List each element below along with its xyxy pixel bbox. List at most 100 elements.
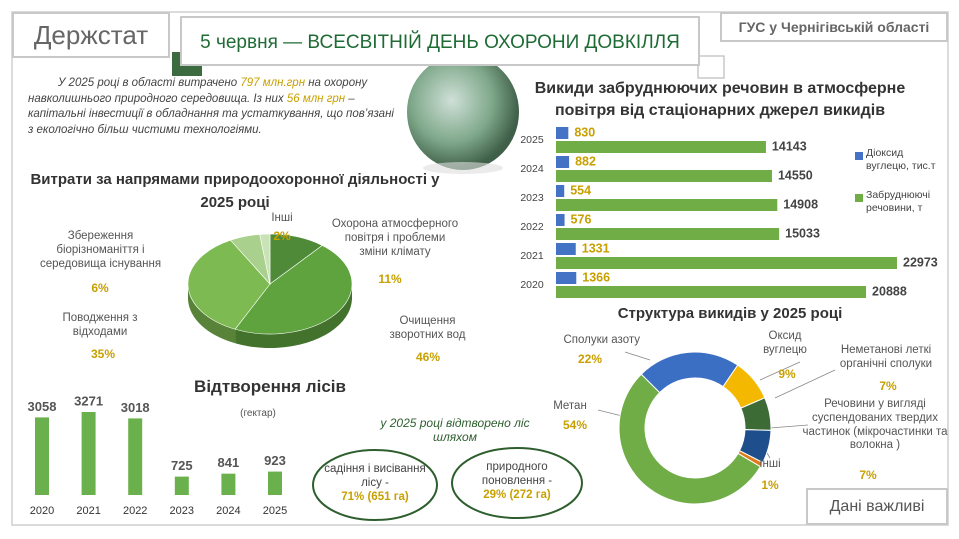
pie-slice (234, 245, 353, 335)
bar (556, 170, 772, 182)
data-label: 15033 (785, 226, 820, 240)
bar (556, 127, 569, 139)
donut-segment (618, 373, 762, 505)
bar (81, 412, 96, 495)
pie-slice (259, 233, 271, 285)
frame (11, 11, 949, 526)
y-tick-label: 2021 (520, 250, 544, 262)
segment-label: Сполуки азоту (563, 334, 641, 346)
chart-title: Структура викидів у 2025 році (617, 305, 843, 322)
data-label: 22973 (903, 255, 938, 269)
x-tick-label: 2023 (170, 505, 194, 517)
method-label: природного поновлення - (481, 461, 553, 487)
legend-label: Діоксид вуглецю, тис.т (866, 147, 936, 172)
slice-label: Очищення зворотних вод (389, 315, 466, 341)
method-ellipse (451, 447, 583, 519)
segment-value: 7% (859, 468, 877, 482)
data-label: 14908 (783, 197, 818, 211)
bar (35, 417, 49, 495)
slice-label: Збереження біорізноманіття і середовища … (39, 230, 162, 270)
method-value: 71% (651 га) (341, 490, 409, 503)
legend-swatch (855, 194, 863, 202)
method-text: природного поновлення -29% (272 га) (462, 461, 572, 502)
bar (556, 156, 570, 168)
slice-value: 11% (378, 272, 402, 286)
x-tick-label: 2021 (76, 505, 100, 517)
footer-box (806, 488, 948, 525)
chart-title: Відтворення лісів (194, 377, 346, 396)
legend-swatch (855, 152, 863, 160)
footer: Дані важливі (829, 498, 925, 515)
slice-label: Інші (271, 212, 293, 224)
segment-value: 7% (879, 379, 897, 393)
bar (556, 228, 780, 240)
bar (556, 199, 778, 211)
data-label: 1366 (582, 270, 610, 284)
bar (556, 141, 766, 153)
intro-part: – капітальні інвестиції в обладнання та … (28, 92, 394, 136)
method-text: садіння і висівання лісу -71% (651 га) (320, 463, 430, 504)
chart-title: Викиди забруднюючих речовин в атмосферне… (534, 80, 906, 119)
globe-shadow (423, 162, 503, 174)
data-label: 882 (575, 154, 596, 168)
forest-note: у 2025 році відтворено ліс шляхом (380, 416, 530, 445)
intro-highlight: 56 млн грн (286, 92, 346, 105)
method-ellipse (312, 449, 438, 521)
method-label: садіння і висівання лісу - (324, 463, 426, 489)
data-label: 20888 (872, 284, 907, 298)
segment-value: 54% (562, 418, 588, 432)
slice-label: Поводження з відходами (62, 312, 138, 338)
pie-slice (187, 239, 271, 330)
data-label: 554 (570, 183, 591, 197)
bar (556, 272, 577, 284)
accent-square (697, 55, 725, 79)
data-label: 1331 (582, 241, 610, 255)
globe-image (407, 54, 519, 170)
slice-value: 6% (91, 281, 109, 295)
bar (128, 418, 143, 495)
data-label: 830 (574, 125, 595, 139)
segment-value: 1% (761, 478, 779, 492)
segment-label: Неметанові леткі органічні сполуки (839, 344, 933, 370)
slice-label: Охорона атмосферного повітря і проблеми … (331, 218, 459, 258)
leader-line (624, 351, 651, 361)
slice-value: 35% (90, 347, 116, 361)
segment-value: 9% (778, 367, 796, 381)
data-label: 576 (571, 212, 592, 226)
agency: Держстат (33, 20, 149, 50)
y-tick-label: 2020 (520, 279, 544, 291)
intro-highlight: 797 млн.грн (240, 77, 306, 89)
y-tick-label: 2024 (520, 163, 544, 175)
data-label: 14550 (778, 168, 813, 182)
x-tick-label: 2025 (263, 505, 287, 517)
leader-line (759, 361, 801, 381)
bar (556, 257, 897, 269)
x-tick-label: 2020 (30, 505, 54, 517)
segment-value: 22% (577, 352, 603, 366)
agency-box (12, 12, 170, 58)
segment-label: Метан (553, 400, 587, 412)
y-tick-label: 2022 (520, 221, 544, 233)
data-label: 725 (171, 458, 193, 473)
data-label: 14143 (772, 139, 807, 153)
bar (221, 473, 236, 495)
x-tick-label: 2022 (123, 505, 147, 517)
slice-value: 46% (415, 350, 441, 364)
leader-line (774, 369, 836, 399)
page-title: 5 червня — ВСЕСВІТНІЙ ДЕНЬ ОХОРОНИ ДОВКІ… (200, 32, 680, 53)
bar (556, 214, 565, 226)
slice-value: 2% (273, 229, 291, 243)
leader-line (769, 424, 809, 429)
bar (174, 476, 189, 495)
bar (556, 286, 867, 298)
legend-label: Забруднюючі речовини, т (866, 189, 931, 214)
y-tick-label: 2023 (520, 192, 544, 204)
region: ГУС у Чернігівській області (738, 19, 930, 35)
segment-label: Речовини у вигляді суспендованих твердих… (802, 398, 948, 452)
data-label: 923 (264, 453, 286, 468)
x-tick-label: 2024 (216, 505, 240, 517)
bar (556, 185, 565, 197)
bar (556, 243, 576, 255)
